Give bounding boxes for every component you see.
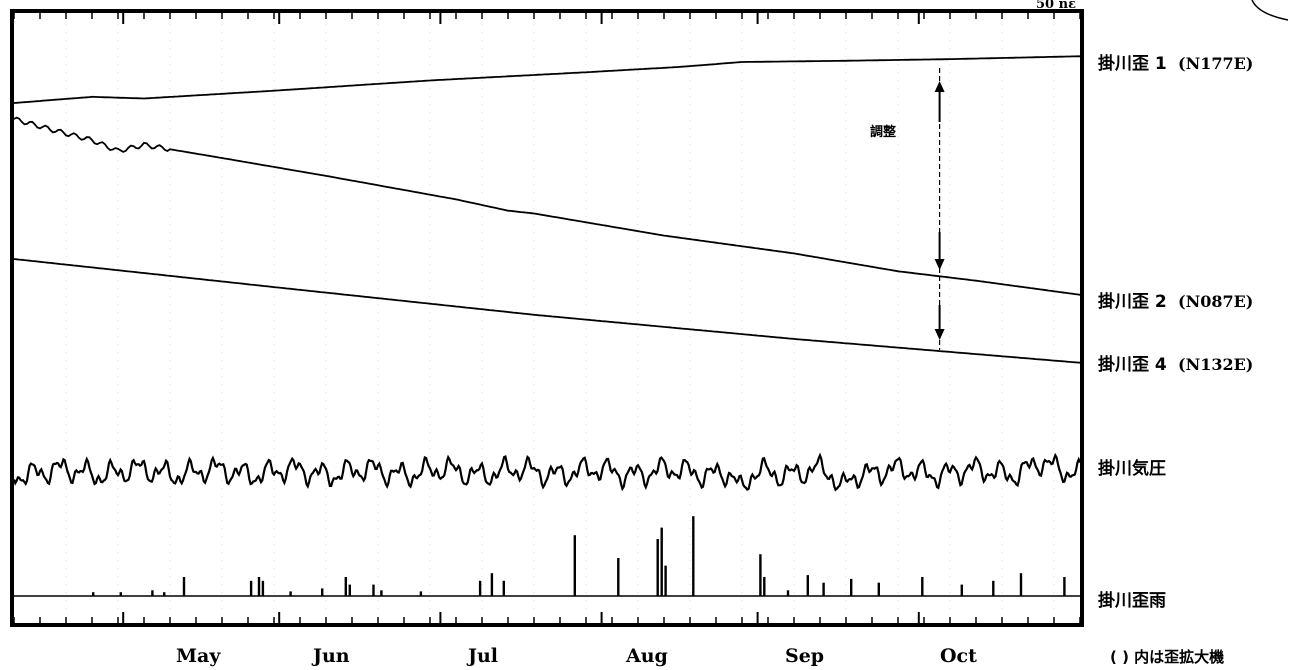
series-orientation-strain4: (N132E) <box>1178 355 1253 374</box>
adjustment-arrow-down-head-strain2 <box>934 259 945 270</box>
rain-bar <box>617 558 620 596</box>
series-name-pressure: 掛川気圧 <box>1098 458 1166 479</box>
series-line-pressure <box>12 452 1082 492</box>
rain-bar <box>921 577 924 596</box>
rain-bar <box>92 592 95 596</box>
series-label-strain1: 掛川歪 1 (N177E) <box>1098 53 1253 74</box>
series-line-strain1 <box>13 55 1080 104</box>
rain-bar <box>656 539 659 596</box>
month-label-aug: Aug <box>625 645 668 667</box>
adjustment-note: 調整 <box>870 124 897 140</box>
series-name-strain2: 掛川歪 2 <box>1098 291 1167 312</box>
series-orientation-strain2: (N087E) <box>1178 292 1253 311</box>
rain-bars <box>14 516 1080 597</box>
rain-bar <box>321 588 324 596</box>
rain-bar <box>289 591 292 596</box>
rain-bar <box>261 580 265 596</box>
rain-bar <box>478 580 482 596</box>
rain-bar <box>490 573 494 596</box>
tick-marks <box>13 13 1081 623</box>
rain-bar <box>692 516 695 596</box>
series-name-strain4: 掛川歪 4 <box>1098 354 1167 375</box>
plot-frame <box>10 9 1084 627</box>
series-name-rain: 掛川歪雨 <box>1098 590 1166 611</box>
rain-bar <box>573 535 576 596</box>
rain-bar <box>664 565 667 596</box>
rain-bar <box>850 578 853 596</box>
rain-bar <box>163 592 166 596</box>
rain-bar <box>1019 573 1023 596</box>
rain-bar <box>660 527 663 596</box>
rain-bar <box>763 577 766 596</box>
rain-bar <box>257 577 261 596</box>
series-orientation-strain1: (N177E) <box>1178 54 1253 73</box>
rain-bar <box>380 590 383 596</box>
month-label-may: May <box>176 645 221 667</box>
rain-bar <box>1063 577 1066 596</box>
series-name-strain1: 掛川歪 1 <box>1098 53 1167 74</box>
rain-bar <box>992 580 995 596</box>
rain-bar <box>502 580 505 596</box>
adjustment-arrow-down-head-strain4 <box>934 329 945 340</box>
rain-bar <box>786 590 790 596</box>
rain-bar <box>372 584 375 596</box>
rain-bar <box>419 591 423 596</box>
month-label-sep: Sep <box>785 645 824 667</box>
rain-bar <box>877 582 880 596</box>
series-lines <box>12 55 1082 492</box>
adjustment-markers <box>934 68 945 350</box>
rain-bar <box>960 584 963 596</box>
month-label-jul: Jul <box>466 645 498 667</box>
corner-arc <box>1251 0 1289 21</box>
rain-bar <box>822 582 825 596</box>
rain-bar <box>119 592 122 596</box>
rain-bar <box>759 554 762 596</box>
rain-bar <box>806 575 809 596</box>
rain-bar <box>249 580 253 596</box>
series-line-strain4 <box>13 258 1081 364</box>
rain-bar <box>151 590 154 596</box>
footnote: ( ) 内は歪拡大機 <box>1110 648 1224 666</box>
month-label-jun: Jun <box>311 645 350 667</box>
series-label-strain4: 掛川歪 4 (N132E) <box>1098 354 1253 375</box>
series-label-strain2: 掛川歪 2 (N087E) <box>1098 291 1253 312</box>
month-labels: May Jun Jul Aug Sep Oct <box>176 645 977 667</box>
rain-bar <box>348 584 351 596</box>
rain-bar <box>182 577 186 596</box>
series-line-strain2 <box>13 116 1081 296</box>
month-label-oct: Oct <box>940 645 977 667</box>
adjustment-arrow-up-head <box>934 81 945 92</box>
rain-bar <box>344 577 347 596</box>
